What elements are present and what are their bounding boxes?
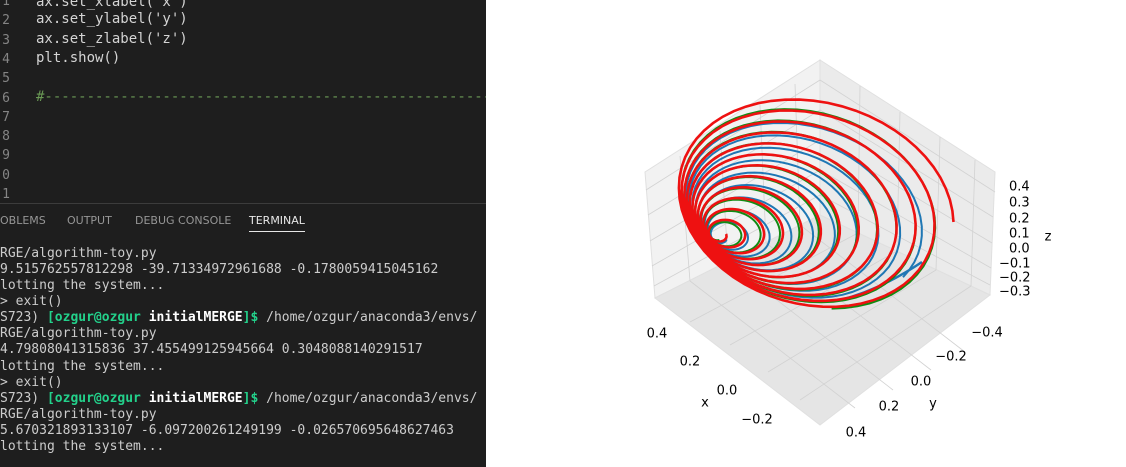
terminal-line: RGE/algorithm-toy.py xyxy=(0,326,157,342)
y-tick-label: 0.4 xyxy=(846,426,867,441)
terminal-text: /home/ozgur/anaconda3/envs/ xyxy=(266,310,478,326)
z-tick-label: 0.0 xyxy=(1009,242,1030,257)
line-number: 3 xyxy=(2,32,10,48)
code-line: ax.set_xlabel('x') xyxy=(36,0,188,10)
terminal-line: 4.79808041315836 37.455499125945664 0.30… xyxy=(0,342,423,358)
terminal-text: [ozgur@ozgur xyxy=(46,310,149,326)
vscode-window: 1 2 3 4 5 6 7 8 9 0 1 ax.set_xlabel('x') ax.set_yl… xyxy=(0,0,486,467)
panel-tab[interactable]: DEBUG CONSOLE xyxy=(135,214,232,227)
terminal-text: /home/ozgur/anaconda3/envs/ xyxy=(266,390,478,406)
terminal-text: ]$ xyxy=(242,310,267,326)
z-tick-label: 0.3 xyxy=(1009,196,1030,211)
y-tick-label: 0.2 xyxy=(879,400,900,415)
terminal-text: [ozgur@ozgur xyxy=(46,390,149,406)
terminal-text: S723) xyxy=(0,390,47,406)
x-tick-label: 0.0 xyxy=(717,384,738,399)
terminal-line: lotting the system... xyxy=(0,278,165,294)
y-tick-label: −0.4 xyxy=(971,326,1003,341)
terminal: RGE/algorithm-toy.py 9.515762557812298 -3… xyxy=(0,246,477,455)
code-line: ax.set_ylabel('y') xyxy=(36,11,188,27)
terminal-line: 9.515762557812298 -39.71334972961688 -0.… xyxy=(0,262,439,278)
line-number: 9 xyxy=(2,148,10,164)
line-number: 8 xyxy=(2,129,10,145)
line-number: 7 xyxy=(2,109,10,125)
line-number: 0 xyxy=(2,167,10,183)
line-number: 6 xyxy=(2,90,10,106)
terminal-line: S723) [ozgur@ozgur initialMERGE]$ /home/… xyxy=(0,310,477,326)
y-tick-label: 0.0 xyxy=(911,375,932,390)
terminal-line: S723) [ozgur@ozgur initialMERGE]$ /home/… xyxy=(0,391,477,407)
trajectories xyxy=(677,98,955,310)
terminal-line: RGE/algorithm-toy.py xyxy=(0,406,157,422)
panel-tab[interactable]: OUTPUT xyxy=(67,214,112,227)
terminal-line: lotting the system... xyxy=(0,438,165,454)
panel-tab[interactable]: TERMINAL xyxy=(249,214,305,232)
z-tick-label: −0.1 xyxy=(999,257,1031,272)
terminal-text: initialMERGE xyxy=(148,310,243,326)
panel-tab[interactable]: OBLEMS xyxy=(0,214,46,227)
code-line: ax.set_zlabel('z') xyxy=(36,31,188,47)
x-tick-label: 0.2 xyxy=(680,355,701,370)
x-tick-label: −0.2 xyxy=(741,413,773,428)
x-tick-label: 0.4 xyxy=(647,327,668,342)
y-tick-label: −0.2 xyxy=(935,350,967,365)
line-number: 4 xyxy=(2,51,10,67)
code-line: #---------------------------------------… xyxy=(36,89,486,105)
x-axis-label: x xyxy=(701,396,709,411)
line-number: 1 xyxy=(2,187,10,202)
terminal-line: 5.670321893133107 -6.097200261249199 -0.… xyxy=(0,422,454,438)
z-tick-label: −0.2 xyxy=(999,271,1031,286)
trajectory xyxy=(677,98,955,309)
z-tick-label: 0.2 xyxy=(1009,212,1030,227)
line-number: 5 xyxy=(2,71,10,87)
plot-3d: 0.4 0.3 0.2 0.1 0.0 −0.1 −0.2 −0.3 z 0.4… xyxy=(644,59,1052,441)
z-axis-label: z xyxy=(1045,230,1052,245)
terminal-line: > exit() xyxy=(0,374,63,390)
terminal-text: ]$ xyxy=(242,390,267,406)
z-tick-label: −0.3 xyxy=(999,285,1031,300)
panel-separator xyxy=(0,203,486,204)
terminal-text: initialMERGE xyxy=(148,390,243,406)
terminal-line: > exit() xyxy=(0,294,63,310)
terminal-line: RGE/algorithm-toy.py xyxy=(0,246,157,261)
code-line: plt.show() xyxy=(36,50,121,66)
y-axis-label: y xyxy=(929,397,937,412)
terminal-text: S723) xyxy=(0,310,47,326)
z-tick-label: 0.1 xyxy=(1009,227,1030,242)
terminal-line: lotting the system... xyxy=(0,358,165,374)
line-number: 1 xyxy=(2,0,10,9)
line-number: 2 xyxy=(2,13,10,29)
z-tick-label: 0.4 xyxy=(1009,180,1030,195)
